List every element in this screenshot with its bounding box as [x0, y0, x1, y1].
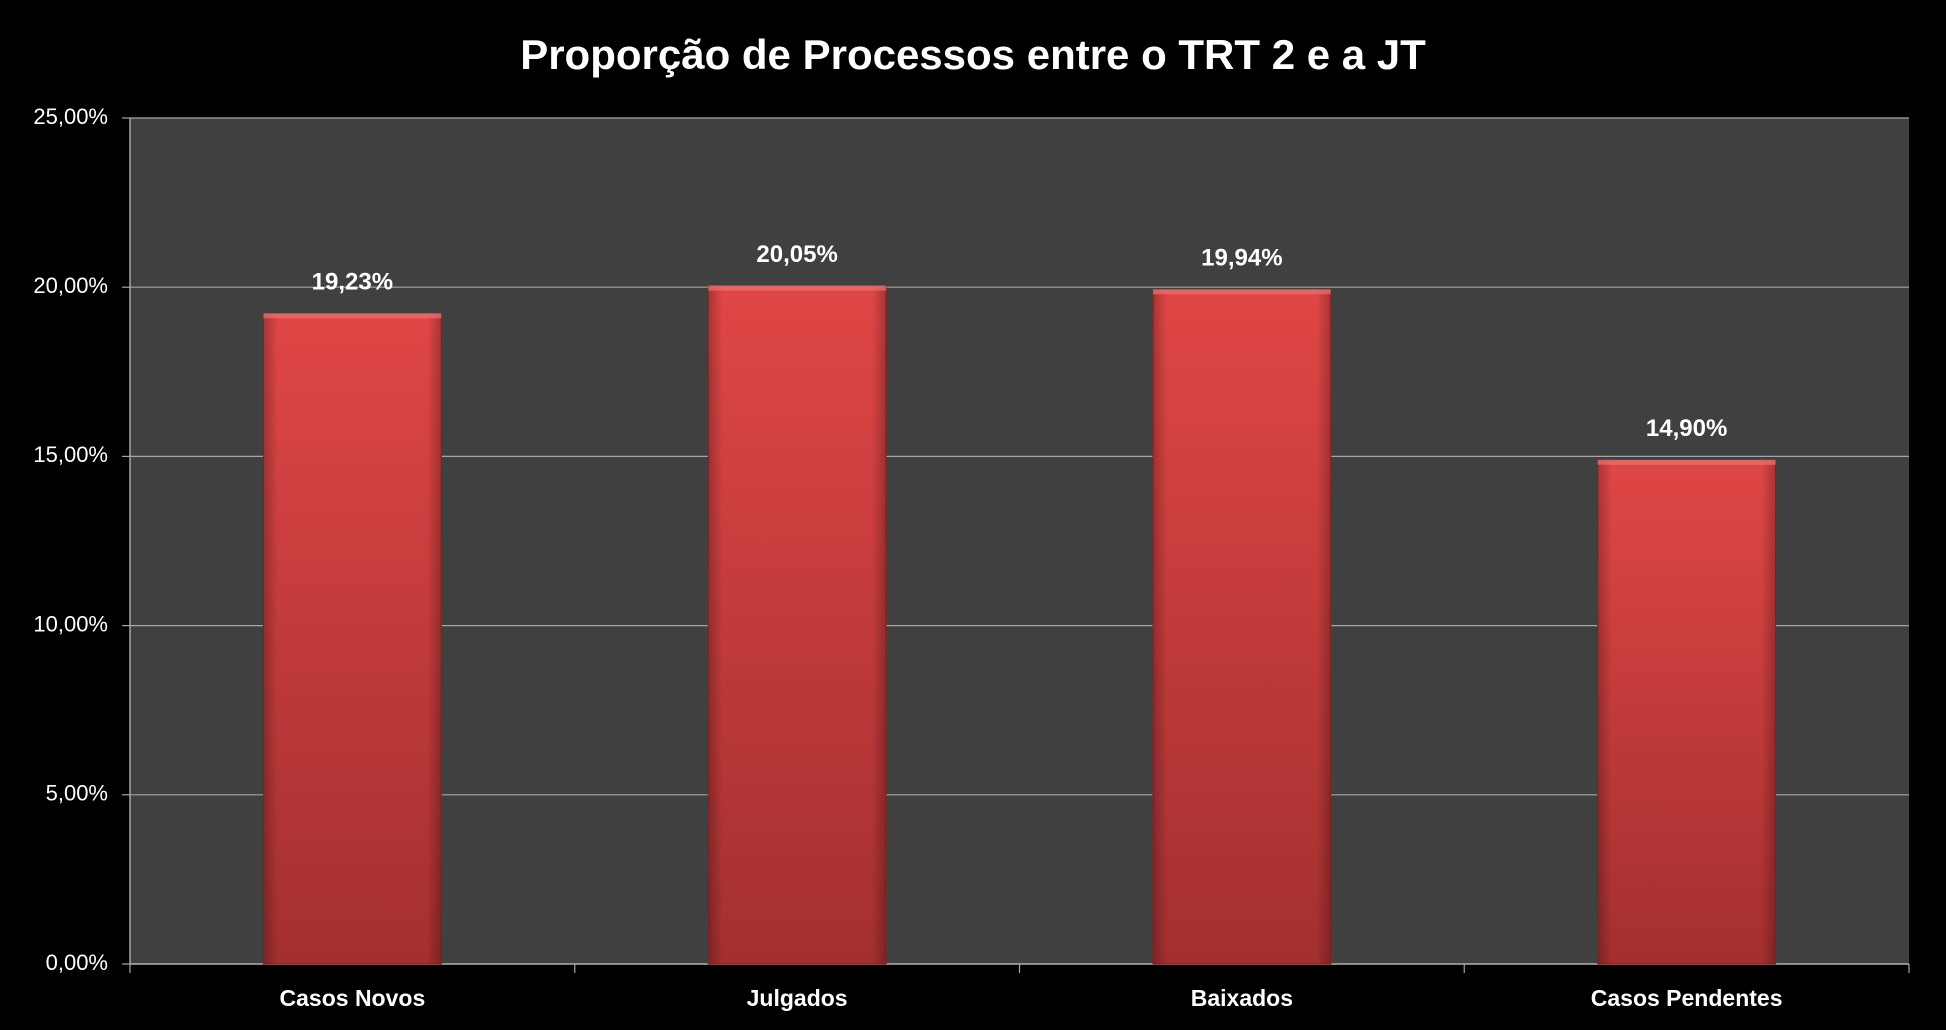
- bar-highlight: [708, 285, 887, 291]
- value-label: 19,94%: [1201, 245, 1282, 272]
- value-label: 14,90%: [1646, 415, 1727, 442]
- bar-highlight: [263, 313, 442, 319]
- bar-shade: [1597, 459, 1776, 964]
- y-tick-label: 0,00%: [46, 950, 108, 975]
- bar-shade: [1152, 289, 1331, 964]
- value-label: 19,23%: [312, 269, 393, 296]
- x-tick-label: Casos Pendentes: [1591, 985, 1783, 1011]
- y-tick-label: 25,00%: [33, 104, 108, 129]
- y-tick-label: 5,00%: [46, 781, 108, 806]
- bar-shade: [708, 285, 887, 964]
- chart-title: Proporção de Processos entre o TRT 2 e a…: [520, 31, 1426, 78]
- bar-highlight: [1152, 289, 1331, 295]
- y-tick-label: 10,00%: [33, 611, 108, 636]
- value-label: 20,05%: [756, 241, 837, 268]
- x-tick-label: Baixados: [1191, 985, 1293, 1011]
- x-tick-label: Julgados: [747, 985, 848, 1011]
- bar-shade: [263, 313, 442, 964]
- y-tick-label: 15,00%: [33, 442, 108, 467]
- y-tick-label: 20,00%: [33, 273, 108, 298]
- x-tick-label: Casos Novos: [280, 985, 426, 1011]
- bar-highlight: [1597, 459, 1776, 465]
